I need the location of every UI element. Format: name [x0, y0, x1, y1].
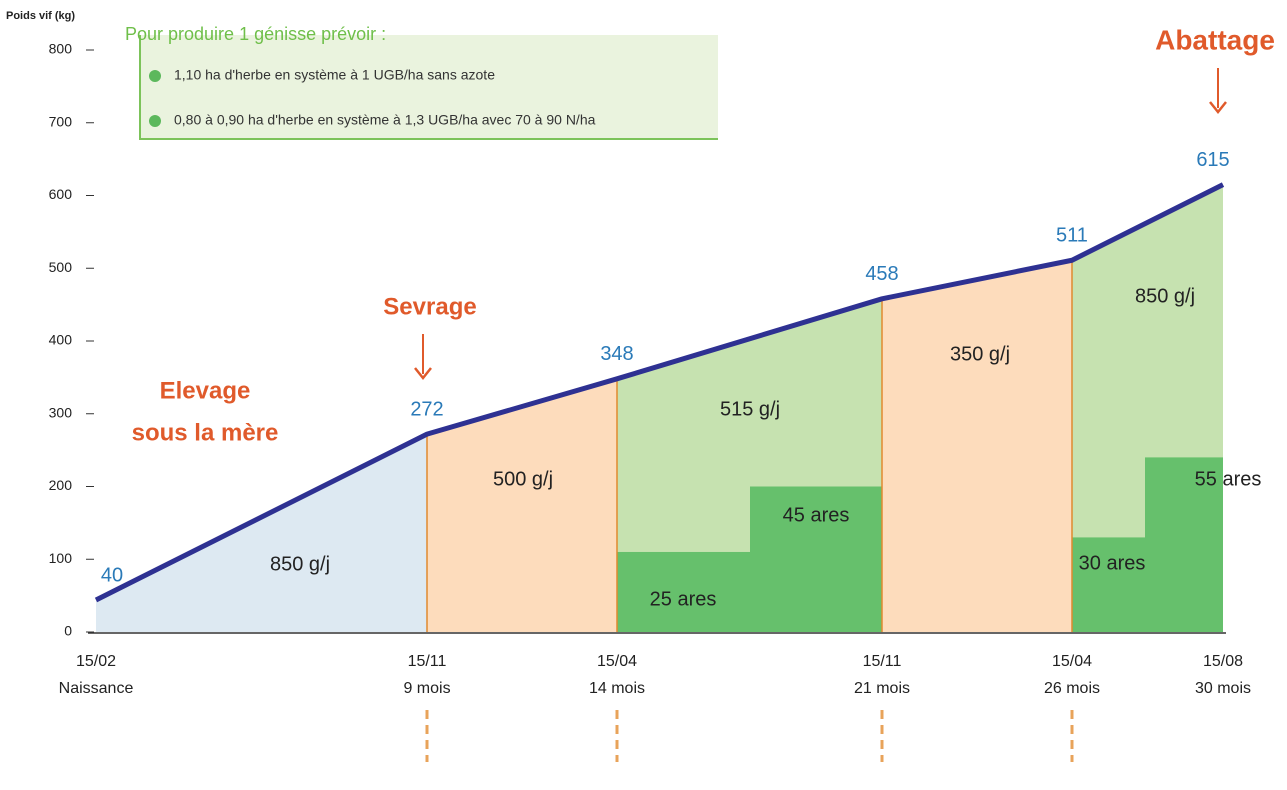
arrow-head: [414, 367, 432, 381]
box-item: 0,80 à 0,90 ha d'herbe en système à 1,3 …: [174, 112, 596, 128]
x-tick-label: 15/02: [76, 653, 116, 670]
x-tick-label: 21 mois: [854, 680, 910, 697]
pasture-bar: [1072, 537, 1145, 632]
pasture-bar: [617, 551, 750, 632]
rate-label: 850 g/j: [1135, 285, 1195, 307]
value-label: 40: [101, 564, 123, 586]
y-tick-label: 100: [49, 550, 73, 566]
box-item: 1,10 ha d'herbe en système à 1 UGB/ha sa…: [174, 67, 495, 83]
y-tick-label: 300: [49, 404, 73, 420]
x-tick-label: 14 mois: [589, 680, 645, 697]
x-tick-label: 30 mois: [1195, 680, 1251, 697]
y-tick-label: 700: [49, 113, 73, 129]
annotation: Abattage: [1155, 24, 1275, 55]
value-label: 458: [865, 263, 898, 285]
rate-label: 350 g/j: [950, 343, 1010, 365]
y-tick-label: 200: [49, 477, 73, 493]
x-tick-label: 15/04: [597, 653, 637, 670]
growth-line: [94, 182, 1225, 603]
annotation: Sevrage: [383, 293, 476, 320]
pasture-label: 55 ares: [1195, 468, 1262, 490]
box-border: [139, 35, 718, 140]
y-tick-label: 800: [49, 41, 73, 57]
y-axis-label: Poids vif (kg): [6, 10, 75, 22]
y-tick-label: 600: [49, 186, 73, 202]
bullet: [149, 115, 161, 127]
value-label: 511: [1056, 225, 1088, 247]
pasture-label: 45 ares: [783, 504, 850, 526]
x-tick-label: 15/08: [1203, 653, 1243, 670]
rate-label: 500 g/j: [493, 468, 553, 490]
box-title: Pour produire 1 génisse prévoir :: [125, 24, 386, 44]
bullet: [149, 70, 161, 82]
pasture-bar: [750, 486, 882, 632]
rate-label: 515 g/j: [720, 398, 780, 420]
info-box: Pour produire 1 génisse prévoir : 1,10 h…: [125, 24, 718, 140]
growth-area: [882, 260, 1072, 632]
value-label: 615: [1196, 149, 1229, 171]
growth-area: [427, 378, 617, 632]
value-label: 348: [600, 343, 633, 365]
value-label: 272: [410, 398, 443, 420]
box-bg: [140, 35, 718, 139]
x-tick-label: 9 mois: [403, 680, 450, 697]
annotation: sous la mère: [132, 419, 279, 446]
rate-label: 850 g/j: [270, 553, 330, 575]
x-tick-label: Naissance: [59, 680, 134, 697]
growth-area: [96, 434, 427, 632]
x-tick-label: 15/04: [1052, 653, 1092, 670]
pasture-label: 30 ares: [1079, 552, 1146, 574]
x-tick-label: 15/11: [863, 653, 902, 670]
pasture-label: 25 ares: [650, 588, 717, 610]
x-tick-label: 26 mois: [1044, 680, 1100, 697]
pasture-bar: [1145, 457, 1223, 632]
y-tick-label: 0: [64, 623, 72, 639]
annotation: Elevage: [160, 377, 251, 404]
x-tick-label: 15/11: [408, 653, 447, 670]
arrow-head: [1209, 101, 1227, 115]
y-tick-label: 400: [49, 332, 73, 348]
y-tick-label: 500: [49, 259, 73, 275]
